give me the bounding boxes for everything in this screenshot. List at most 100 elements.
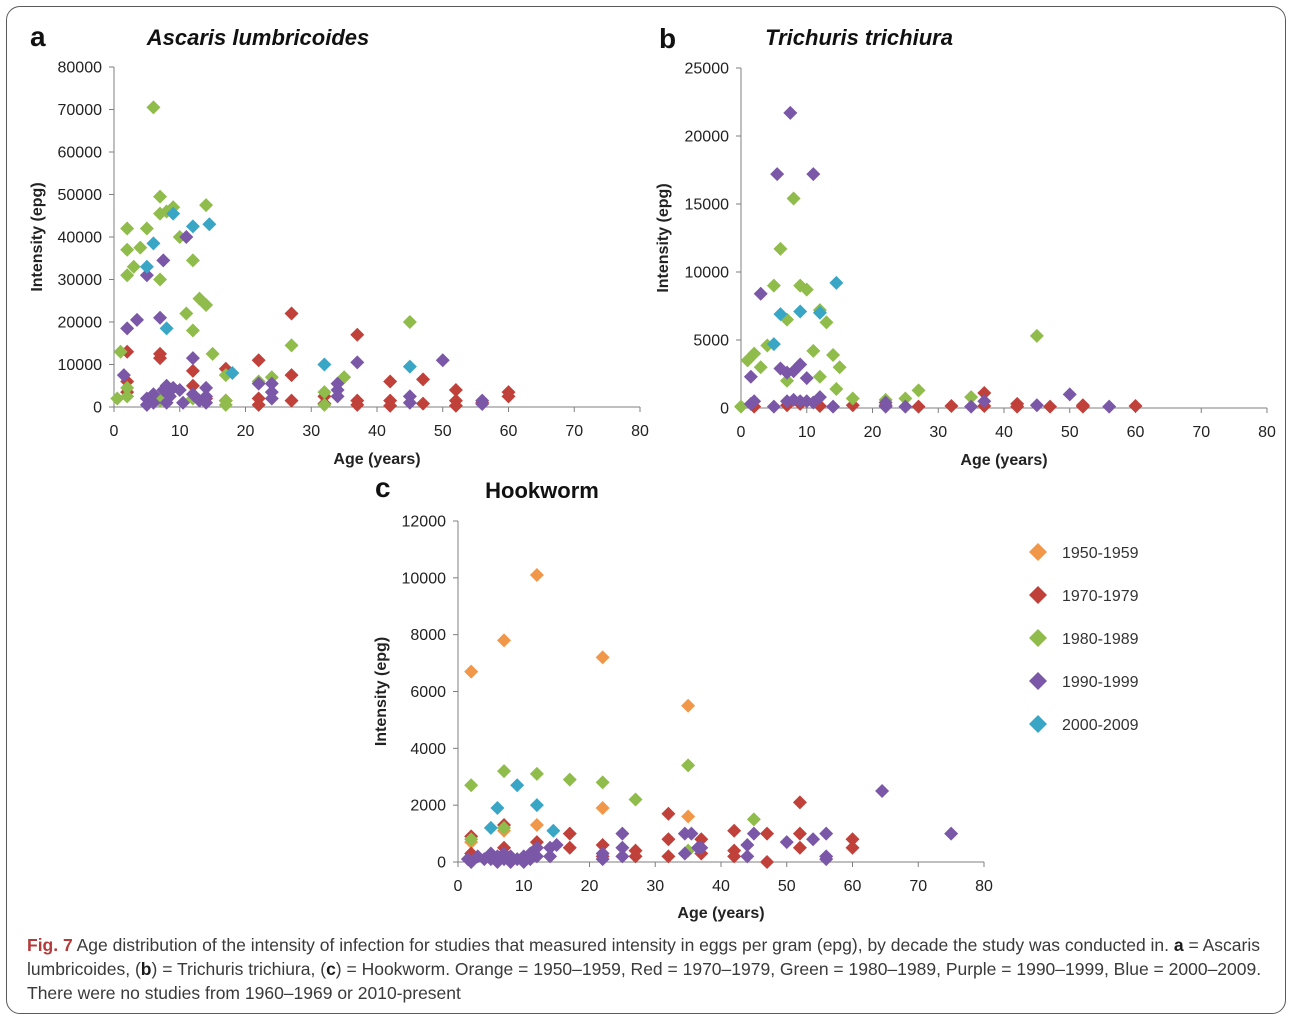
panel-c-point xyxy=(615,826,630,841)
panel-c-point xyxy=(677,846,692,861)
panel-a-x-axis-label: Age (years) xyxy=(333,451,420,468)
panel-b-point xyxy=(964,390,979,405)
panel-c-x-tick-label: 70 xyxy=(909,878,927,895)
panel-a-point xyxy=(120,221,135,236)
panel-a-point xyxy=(120,268,135,283)
panel-a-point xyxy=(166,206,181,221)
caption-text-2: = Ascaris lumbricoides, ( xyxy=(27,935,1260,979)
panel-a-point xyxy=(116,368,131,383)
panel-c-point xyxy=(694,840,709,855)
panel-c-point xyxy=(661,849,676,864)
panel-a-point xyxy=(185,351,200,366)
panel-a-point xyxy=(284,393,299,408)
panel-a-point xyxy=(202,217,217,232)
panel-b-x-tick-label: 80 xyxy=(1258,424,1276,441)
panel-a-point xyxy=(120,380,135,395)
panel-a-point xyxy=(402,395,417,410)
panel-b-series-1980-1989 xyxy=(734,191,1044,414)
panel-b-point xyxy=(812,305,827,320)
panel-a-point xyxy=(475,397,490,412)
panel-c-series-1980-1989 xyxy=(464,758,761,858)
panel-c-point xyxy=(740,837,755,852)
panel-c-point xyxy=(529,849,544,864)
panel-b-point xyxy=(826,399,841,414)
panel-c-point xyxy=(740,849,755,864)
panel-a-x-tick-label: 50 xyxy=(434,423,452,440)
panel-c-point xyxy=(628,792,643,807)
panel-c-x-tick-label: 60 xyxy=(844,878,862,895)
panel-b-point xyxy=(780,373,795,388)
panel-b-x-tick-label: 10 xyxy=(798,424,816,441)
panel-c-x-tick-label: 80 xyxy=(975,878,993,895)
panel-b-point xyxy=(747,346,762,361)
panel-a-point xyxy=(185,219,200,234)
panel-a-point xyxy=(156,253,171,268)
panel-b-point xyxy=(829,275,844,290)
panel-a-point xyxy=(110,391,125,406)
panel-c-point xyxy=(595,775,610,790)
panel-c-point xyxy=(792,840,807,855)
panel-a-point xyxy=(264,391,279,406)
panel-a-series-1980-1989 xyxy=(110,100,417,412)
panel-a-point xyxy=(501,389,516,404)
panel-b-point xyxy=(977,386,992,401)
panel-c-point xyxy=(684,826,699,841)
legend-label: 1990-1999 xyxy=(1062,674,1139,691)
panel-a-y-tick-label: 80000 xyxy=(58,60,103,77)
panel-b-point xyxy=(753,286,768,301)
panel-b-label: b xyxy=(659,23,676,54)
panel-c-point xyxy=(779,835,794,850)
panel-a-x-tick-label: 20 xyxy=(237,423,255,440)
panel-c-point xyxy=(628,849,643,864)
panel-b-point xyxy=(806,167,821,182)
panel-a-point xyxy=(383,398,398,413)
legend-label: 2000-2009 xyxy=(1062,717,1139,734)
panel-c-point xyxy=(681,758,696,773)
panel-b-point xyxy=(878,399,893,414)
panel-c-point xyxy=(562,772,577,787)
panel-b-point xyxy=(747,394,762,409)
panel-b-x-tick-label: 60 xyxy=(1127,424,1145,441)
panel-a-point xyxy=(139,221,154,236)
panel-a-point xyxy=(218,397,233,412)
panel-b-point xyxy=(1010,399,1025,414)
panel-c-point xyxy=(595,801,610,816)
panel-c-point xyxy=(875,783,890,798)
panel-c-series-1990-1999 xyxy=(460,783,959,869)
panel-a-point xyxy=(172,383,187,397)
panel-a-point xyxy=(317,397,332,412)
panel-c-point xyxy=(806,832,821,847)
panel-a-point xyxy=(153,351,168,366)
caption-text-3: ) = Trichuris trichiura, ( xyxy=(151,959,327,979)
panel-a-point xyxy=(146,395,161,410)
panel-a-point xyxy=(185,378,200,393)
panel-b-point xyxy=(783,105,798,120)
panel-b-point xyxy=(829,381,844,396)
panel-b-y-tick-label: 5000 xyxy=(693,333,729,350)
panel-b-point xyxy=(911,399,926,414)
panel-a-point xyxy=(139,268,154,283)
panel-b-y-tick-label: 25000 xyxy=(685,61,730,78)
panel-c-x-tick-label: 20 xyxy=(581,878,599,895)
panel-c-point xyxy=(944,826,959,841)
legend-label: 1950-1959 xyxy=(1062,545,1139,562)
panel-c-point xyxy=(562,840,577,855)
panel-c-point xyxy=(464,778,479,793)
panel-c-point xyxy=(529,798,544,813)
panel-b-point xyxy=(734,399,748,414)
panel-a-x-tick-label: 80 xyxy=(631,423,649,440)
panel-a-x-tick-label: 0 xyxy=(110,423,119,440)
panel-a-point xyxy=(199,298,214,312)
panel-b-point xyxy=(819,315,834,330)
caption-c: c xyxy=(326,959,336,979)
panel-c-y-tick-label: 0 xyxy=(437,855,446,872)
panel-a-point xyxy=(153,310,168,325)
panel-a-point xyxy=(133,240,148,255)
panel-b-point xyxy=(1062,387,1077,402)
caption-lead: Fig. 7 xyxy=(27,935,73,955)
panel-a-point xyxy=(435,353,450,368)
panel-a-y-tick-label: 30000 xyxy=(58,272,103,289)
panel-a-point xyxy=(120,321,135,336)
panel-a-point xyxy=(284,306,299,321)
